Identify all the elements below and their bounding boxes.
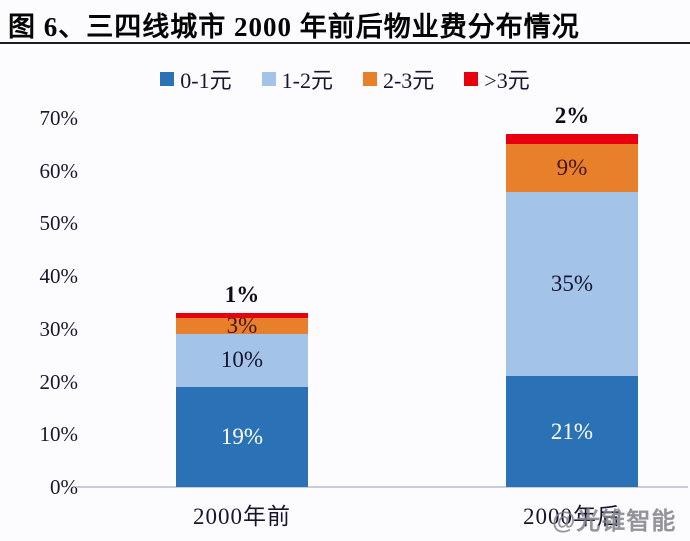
- bar-segment->3元: [176, 313, 308, 319]
- y-tick-50: 50%: [39, 211, 79, 235]
- x-label-before-2000: 2000年前: [193, 504, 291, 529]
- legend-swatch-2-3: [362, 72, 377, 86]
- legend-swatch-1-2: [261, 72, 276, 86]
- title-divider: [0, 42, 690, 44]
- segment-value-label: 35%: [550, 271, 594, 297]
- y-tick-60: 60%: [39, 159, 79, 183]
- figure-title: 图 6、三四线城市 2000 年前后物业费分布情况: [8, 12, 580, 42]
- bar-segment-1-2元: 10%: [176, 334, 308, 387]
- legend-label: >3元: [484, 68, 530, 93]
- legend-label: 1-2元: [281, 68, 333, 93]
- legend-item-1-2: 1-2元: [261, 63, 333, 95]
- bar-segment-2-3元: 9%: [506, 144, 638, 192]
- x-label-after-2000: 2000年后: [523, 504, 621, 529]
- legend-label: 0-1元: [180, 68, 232, 93]
- y-tick-70: 70%: [39, 106, 79, 130]
- segment-value-label: 21%: [550, 418, 594, 444]
- y-tick-20: 20%: [39, 370, 79, 394]
- y-tick-40: 40%: [39, 264, 79, 288]
- watermark: @光锥智能: [552, 508, 677, 535]
- legend-swatch-gt3: [464, 72, 479, 86]
- bar-segment-1-2元: 35%: [506, 191, 638, 377]
- bar-segment-0-1元: 19%: [176, 386, 308, 487]
- above-bar-total-label: 2%: [554, 102, 590, 128]
- segment-value-label: 19%: [220, 423, 264, 449]
- legend-swatch-0-1: [160, 72, 175, 86]
- segment-value-label: 9%: [556, 155, 588, 181]
- legend-item-0-1: 0-1元: [160, 63, 232, 95]
- legend-item-2-3: 2-3元: [362, 63, 435, 95]
- legend-label: 2-3元: [382, 68, 435, 93]
- above-bar-total-label: 1%: [224, 282, 260, 308]
- y-tick-0: 0%: [50, 475, 78, 499]
- y-tick-10: 10%: [39, 422, 79, 446]
- y-tick-30: 30%: [39, 317, 79, 341]
- x-axis-line: [76, 486, 688, 488]
- bar-segment-0-1元: 21%: [506, 376, 638, 487]
- bar-segment-2-3元: 3%: [176, 313, 308, 338]
- bar-segment->3元: [506, 133, 638, 145]
- legend-item-gt3: >3元: [464, 63, 530, 95]
- segment-value-label: 10%: [220, 347, 264, 373]
- legend: 0-1元 1-2元 2-3元 >3元: [0, 63, 690, 95]
